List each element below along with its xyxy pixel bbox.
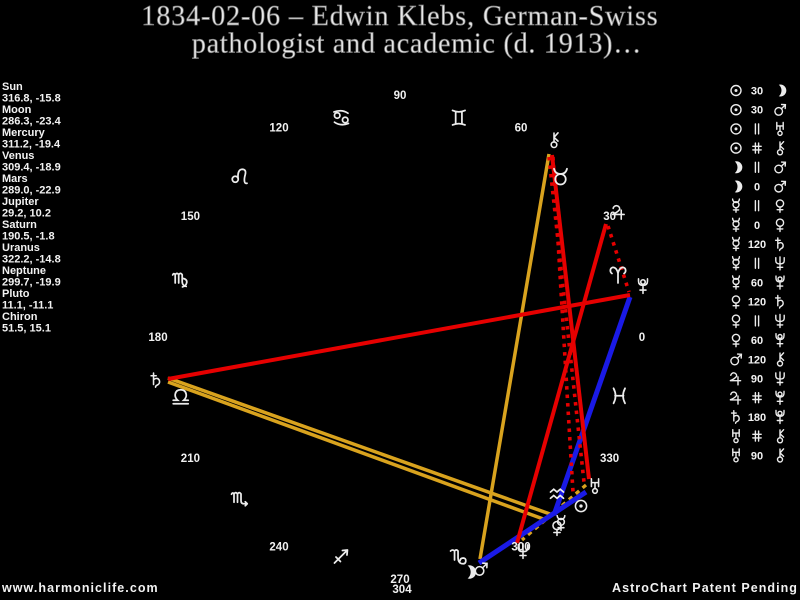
svg-text:11.1, -11.1: 11.1, -11.1 — [2, 300, 53, 312]
svg-text:180: 180 — [748, 412, 766, 424]
svg-text:30: 30 — [751, 86, 763, 98]
svg-text:322.2, -14.8: 322.2, -14.8 — [2, 254, 61, 266]
svg-text:51.5, 15.1: 51.5, 15.1 — [2, 323, 51, 335]
svg-text:289.0, -22.9: 289.0, -22.9 — [2, 185, 61, 197]
svg-text:AstroChart Patent Pending: AstroChart Patent Pending — [612, 581, 798, 595]
svg-text:pathologist and academic (d. 1: pathologist and academic (d. 1913)… — [192, 29, 642, 60]
svg-text:90: 90 — [394, 90, 407, 102]
svg-text:330: 330 — [600, 453, 619, 465]
svg-text:304: 304 — [392, 584, 412, 596]
svg-text:Pluto: Pluto — [2, 288, 30, 300]
svg-text:299.7, -19.9: 299.7, -19.9 — [2, 277, 61, 289]
svg-text:Mercury: Mercury — [2, 127, 46, 139]
svg-text:30: 30 — [751, 105, 763, 117]
svg-text:30: 30 — [603, 211, 616, 223]
svg-text:309.4, -18.9: 309.4, -18.9 — [2, 162, 61, 174]
svg-text:Mars: Mars — [2, 173, 28, 185]
svg-text:210: 210 — [181, 453, 200, 465]
svg-text:Jupiter: Jupiter — [2, 196, 39, 208]
svg-text:Saturn: Saturn — [2, 219, 37, 231]
svg-text:286.3, -23.4: 286.3, -23.4 — [2, 116, 62, 128]
svg-text:120: 120 — [269, 122, 288, 134]
svg-text:www.harmoniclife.com: www.harmoniclife.com — [1, 581, 159, 595]
svg-text:90: 90 — [751, 374, 763, 386]
svg-text:0: 0 — [754, 220, 760, 232]
svg-text:240: 240 — [269, 542, 288, 554]
svg-text:Chiron: Chiron — [2, 311, 38, 323]
svg-text:120: 120 — [748, 297, 766, 309]
svg-text:Moon: Moon — [2, 104, 32, 116]
svg-text:Uranus: Uranus — [2, 242, 40, 254]
svg-text:Neptune: Neptune — [2, 265, 46, 277]
svg-text:180: 180 — [148, 332, 167, 344]
svg-text:29.2, 10.2: 29.2, 10.2 — [2, 208, 51, 220]
svg-text:60: 60 — [751, 335, 763, 347]
svg-text:1834-02-06 – Edwin Klebs, Germ: 1834-02-06 – Edwin Klebs, German-Swiss — [141, 1, 658, 32]
svg-text:270: 270 — [390, 574, 409, 586]
svg-text:0: 0 — [639, 332, 645, 344]
svg-text:Sun: Sun — [2, 81, 23, 93]
svg-text:190.5, -1.8: 190.5, -1.8 — [2, 231, 55, 243]
svg-text:316.8, -15.8: 316.8, -15.8 — [2, 93, 61, 105]
svg-text:Venus: Venus — [2, 150, 34, 162]
svg-text:150: 150 — [181, 211, 200, 223]
svg-text:311.2, -19.4: 311.2, -19.4 — [2, 139, 61, 151]
svg-text:60: 60 — [751, 278, 763, 290]
svg-text:120: 120 — [748, 239, 766, 251]
svg-text:60: 60 — [515, 122, 528, 134]
svg-text:120: 120 — [748, 354, 766, 366]
svg-text:90: 90 — [751, 450, 763, 462]
svg-text:0: 0 — [754, 182, 760, 194]
